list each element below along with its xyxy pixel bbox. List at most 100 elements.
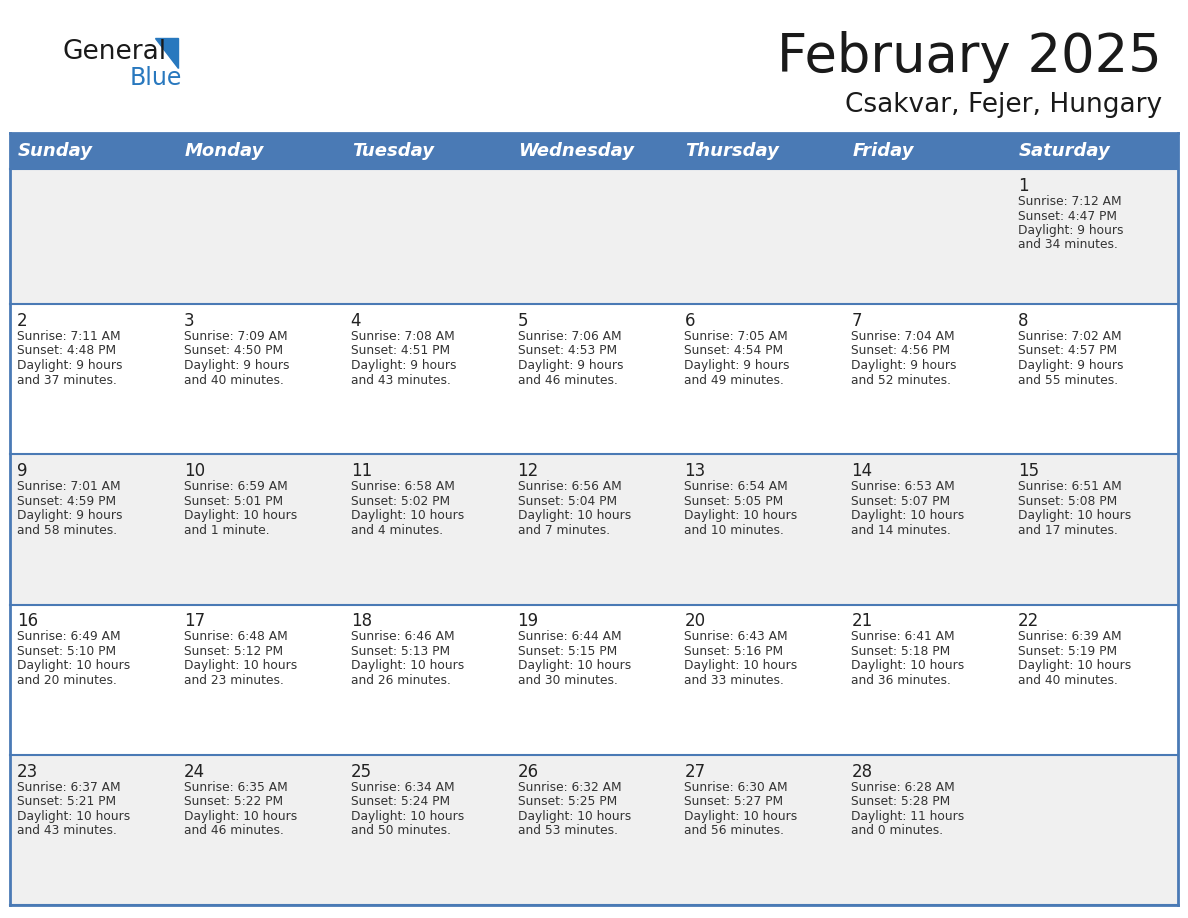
- Text: Daylight: 10 hours: Daylight: 10 hours: [518, 509, 631, 522]
- Text: Sunrise: 7:12 AM: Sunrise: 7:12 AM: [1018, 195, 1121, 208]
- Text: Sunrise: 6:54 AM: Sunrise: 6:54 AM: [684, 480, 788, 493]
- Text: Daylight: 10 hours: Daylight: 10 hours: [518, 659, 631, 673]
- Text: and 20 minutes.: and 20 minutes.: [17, 674, 116, 687]
- Text: Blue: Blue: [129, 66, 183, 90]
- Text: Sunset: 4:57 PM: Sunset: 4:57 PM: [1018, 344, 1117, 357]
- Text: Sunrise: 7:11 AM: Sunrise: 7:11 AM: [17, 330, 121, 343]
- Text: Sunset: 5:12 PM: Sunset: 5:12 PM: [184, 645, 283, 658]
- Text: Sunrise: 7:04 AM: Sunrise: 7:04 AM: [852, 330, 955, 343]
- Bar: [10, 454, 1178, 604]
- Text: Wednesday: Wednesday: [519, 142, 634, 160]
- Text: 10: 10: [184, 463, 206, 480]
- Text: Sunset: 5:13 PM: Sunset: 5:13 PM: [350, 645, 450, 658]
- Text: Daylight: 11 hours: Daylight: 11 hours: [852, 810, 965, 823]
- Text: 23: 23: [17, 763, 38, 780]
- Text: Sunset: 4:53 PM: Sunset: 4:53 PM: [518, 344, 617, 357]
- Text: Daylight: 9 hours: Daylight: 9 hours: [852, 359, 956, 372]
- Text: Sunset: 5:22 PM: Sunset: 5:22 PM: [184, 795, 283, 808]
- Text: and 30 minutes.: and 30 minutes.: [518, 674, 618, 687]
- Text: Daylight: 10 hours: Daylight: 10 hours: [518, 810, 631, 823]
- Text: and 58 minutes.: and 58 minutes.: [17, 524, 118, 537]
- Text: 5: 5: [518, 312, 529, 330]
- Text: Sunrise: 6:44 AM: Sunrise: 6:44 AM: [518, 631, 621, 644]
- Text: Sunrise: 6:28 AM: Sunrise: 6:28 AM: [852, 780, 955, 794]
- Text: 2: 2: [17, 312, 27, 330]
- Text: Sunrise: 6:41 AM: Sunrise: 6:41 AM: [852, 631, 955, 644]
- Text: General: General: [62, 39, 166, 65]
- Text: 22: 22: [1018, 612, 1040, 631]
- Text: Daylight: 10 hours: Daylight: 10 hours: [17, 659, 131, 673]
- Text: Sunset: 5:07 PM: Sunset: 5:07 PM: [852, 495, 950, 508]
- Text: and 56 minutes.: and 56 minutes.: [684, 824, 784, 837]
- Text: Sunrise: 6:51 AM: Sunrise: 6:51 AM: [1018, 480, 1121, 493]
- Text: Sunrise: 6:53 AM: Sunrise: 6:53 AM: [852, 480, 955, 493]
- Text: and 33 minutes.: and 33 minutes.: [684, 674, 784, 687]
- Text: Daylight: 10 hours: Daylight: 10 hours: [684, 659, 797, 673]
- Text: 7: 7: [852, 312, 861, 330]
- Text: and 37 minutes.: and 37 minutes.: [17, 374, 116, 386]
- Text: 8: 8: [1018, 312, 1029, 330]
- Bar: [10, 604, 1178, 755]
- Text: 21: 21: [852, 612, 872, 631]
- Text: and 43 minutes.: and 43 minutes.: [17, 824, 116, 837]
- Text: 12: 12: [518, 463, 539, 480]
- Bar: [677, 133, 845, 169]
- Text: Sunset: 5:25 PM: Sunset: 5:25 PM: [518, 795, 617, 808]
- Text: Sunset: 5:27 PM: Sunset: 5:27 PM: [684, 795, 784, 808]
- Text: 6: 6: [684, 312, 695, 330]
- Text: and 52 minutes.: and 52 minutes.: [852, 374, 952, 386]
- Text: Daylight: 10 hours: Daylight: 10 hours: [350, 810, 465, 823]
- Text: Sunrise: 6:48 AM: Sunrise: 6:48 AM: [184, 631, 287, 644]
- Text: Daylight: 10 hours: Daylight: 10 hours: [852, 659, 965, 673]
- Bar: [177, 133, 343, 169]
- Text: 11: 11: [350, 463, 372, 480]
- Text: and 49 minutes.: and 49 minutes.: [684, 374, 784, 386]
- Text: Sunset: 5:01 PM: Sunset: 5:01 PM: [184, 495, 283, 508]
- Text: Sunset: 5:08 PM: Sunset: 5:08 PM: [1018, 495, 1118, 508]
- Text: Sunrise: 6:59 AM: Sunrise: 6:59 AM: [184, 480, 287, 493]
- Text: 28: 28: [852, 763, 872, 780]
- Text: Tuesday: Tuesday: [352, 142, 434, 160]
- Text: Daylight: 10 hours: Daylight: 10 hours: [350, 659, 465, 673]
- Text: Sunset: 5:24 PM: Sunset: 5:24 PM: [350, 795, 450, 808]
- Text: Daylight: 10 hours: Daylight: 10 hours: [852, 509, 965, 522]
- Text: Daylight: 9 hours: Daylight: 9 hours: [17, 359, 122, 372]
- Bar: [1011, 133, 1178, 169]
- Text: Sunrise: 6:30 AM: Sunrise: 6:30 AM: [684, 780, 788, 794]
- Text: and 46 minutes.: and 46 minutes.: [184, 824, 284, 837]
- Text: Daylight: 10 hours: Daylight: 10 hours: [184, 810, 297, 823]
- Text: Sunset: 4:50 PM: Sunset: 4:50 PM: [184, 344, 283, 357]
- Text: Daylight: 10 hours: Daylight: 10 hours: [184, 509, 297, 522]
- Text: 19: 19: [518, 612, 538, 631]
- Bar: [343, 133, 511, 169]
- Text: Sunrise: 7:01 AM: Sunrise: 7:01 AM: [17, 480, 121, 493]
- Text: Daylight: 10 hours: Daylight: 10 hours: [684, 509, 797, 522]
- Text: Saturday: Saturday: [1019, 142, 1111, 160]
- Text: Sunset: 5:04 PM: Sunset: 5:04 PM: [518, 495, 617, 508]
- Text: and 34 minutes.: and 34 minutes.: [1018, 239, 1118, 252]
- Text: Sunset: 4:54 PM: Sunset: 4:54 PM: [684, 344, 784, 357]
- Polygon shape: [154, 38, 178, 68]
- Text: and 0 minutes.: and 0 minutes.: [852, 824, 943, 837]
- Text: and 14 minutes.: and 14 minutes.: [852, 524, 952, 537]
- Text: Daylight: 9 hours: Daylight: 9 hours: [350, 359, 456, 372]
- Text: Sunset: 5:18 PM: Sunset: 5:18 PM: [852, 645, 950, 658]
- Text: Thursday: Thursday: [685, 142, 779, 160]
- Text: 15: 15: [1018, 463, 1040, 480]
- Text: 27: 27: [684, 763, 706, 780]
- Text: and 43 minutes.: and 43 minutes.: [350, 374, 450, 386]
- Text: and 36 minutes.: and 36 minutes.: [852, 674, 952, 687]
- Text: Daylight: 10 hours: Daylight: 10 hours: [184, 659, 297, 673]
- Text: Daylight: 10 hours: Daylight: 10 hours: [1018, 509, 1131, 522]
- Text: Friday: Friday: [852, 142, 914, 160]
- Text: Sunrise: 7:05 AM: Sunrise: 7:05 AM: [684, 330, 788, 343]
- Text: Sunset: 4:48 PM: Sunset: 4:48 PM: [17, 344, 116, 357]
- Text: Daylight: 9 hours: Daylight: 9 hours: [518, 359, 623, 372]
- Text: and 40 minutes.: and 40 minutes.: [1018, 674, 1118, 687]
- Bar: [10, 755, 1178, 905]
- Text: Sunset: 5:21 PM: Sunset: 5:21 PM: [17, 795, 116, 808]
- Text: February 2025: February 2025: [777, 31, 1162, 83]
- Text: and 53 minutes.: and 53 minutes.: [518, 824, 618, 837]
- Text: Sunset: 5:10 PM: Sunset: 5:10 PM: [17, 645, 116, 658]
- Text: Sunset: 4:59 PM: Sunset: 4:59 PM: [17, 495, 116, 508]
